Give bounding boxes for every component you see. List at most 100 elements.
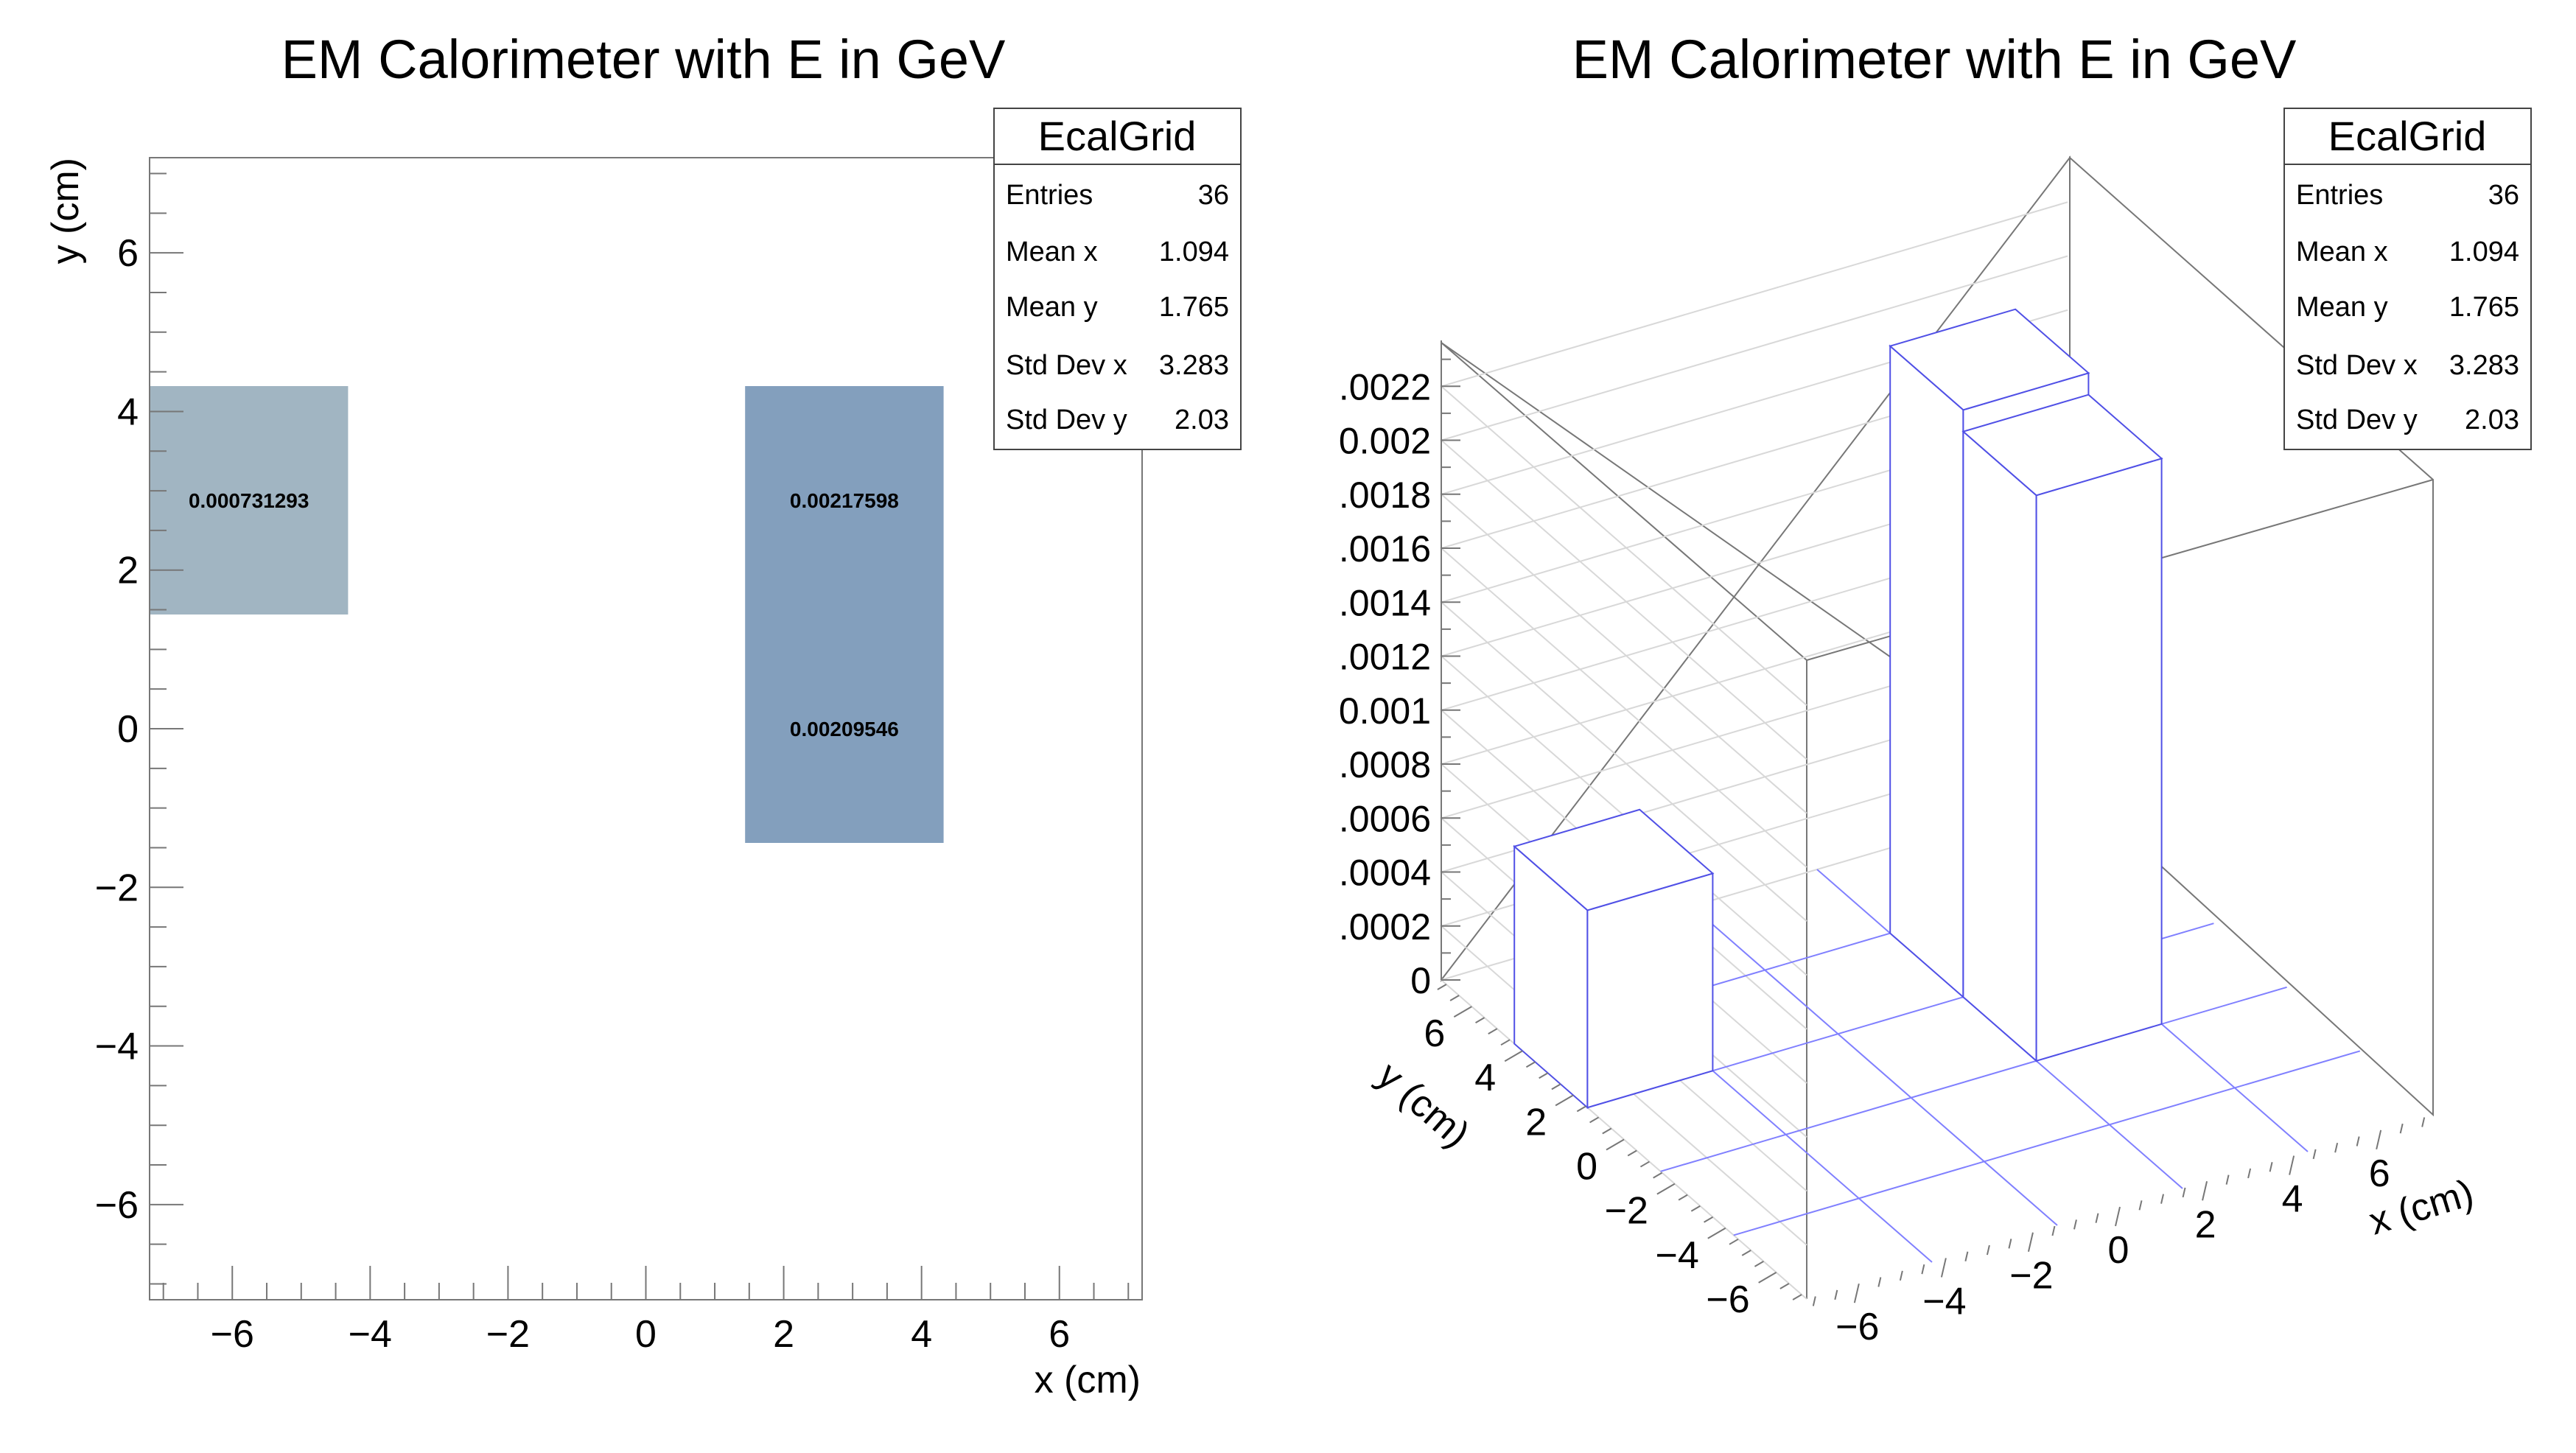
lego-x-tick (1986, 1244, 1990, 1256)
left-y-tick-label: −2 (95, 866, 139, 909)
right-stats-box: EcalGrid Entries 36 Mean x 1.094 Mean y … (2283, 108, 2532, 450)
lego-y-tick (1453, 1006, 1472, 1018)
heatmap-cell-label-2: 0.00209546 (790, 718, 899, 740)
lego-z-tick-label: 0.001 (1339, 690, 1431, 732)
right-stats-label-mean-x: Mean x (2296, 237, 2388, 267)
right-stats-label-mean-y: Mean y (2296, 292, 2388, 323)
right-stats-value-mean-x: 1.094 (2449, 237, 2519, 267)
right-stats-label-std-dev-y: Std Dev y (2296, 405, 2418, 435)
lego-x-tick (1853, 1283, 1860, 1303)
lego-x-tick (1964, 1251, 1969, 1261)
lego-y-tick (1707, 1227, 1726, 1239)
left-y-tick-label: 4 (117, 391, 139, 433)
lego-x-tick-label: 4 (2282, 1178, 2303, 1221)
left-stats-box: EcalGrid Entries 36 Mean x 1.094 Mean y … (993, 108, 1242, 450)
heatmap-cells: 0.000731293 0.00217598 0.00209546 (150, 386, 944, 843)
lego-y-tick (1551, 1083, 1561, 1090)
lego-bar-top (1961, 393, 2163, 497)
left-y-tick-label: 0 (117, 708, 139, 751)
lego-z-tick-label: .0014 (1339, 582, 1431, 623)
left-axis-ticks: −6 −4 −2 0 2 4 6 −6 −4 −2 0 2 4 6 (95, 172, 1130, 1356)
lego-y-tick (1555, 1094, 1574, 1107)
lego-x-tick (2008, 1239, 2012, 1249)
lego-x-tick (1899, 1270, 1903, 1281)
right-stats-value-entries: 36 (2488, 180, 2519, 211)
left-title: EM Calorimeter with E in GeV (281, 29, 1006, 90)
left-stats-label-std-dev-y: Std Dev y (1006, 405, 1127, 435)
left-x-tick-label: 6 (1049, 1313, 1070, 1356)
lego-y-tick (1602, 1127, 1612, 1135)
lego-y-tick-label: 0 (1576, 1146, 1597, 1188)
lego-y-tick (1704, 1216, 1714, 1223)
left-stats-value-std-dev-x: 3.283 (1159, 350, 1229, 381)
lego-floor-gridline (1691, 906, 2058, 1226)
left-x-tick-label: −2 (486, 1313, 530, 1356)
left-x-tick-label: −4 (349, 1313, 392, 1356)
lego-x-tick (2027, 1232, 2034, 1252)
lego-x-tick (1940, 1258, 1947, 1278)
lego-y-tick-label: −2 (1605, 1190, 1648, 1233)
left-y-axis-label: y (cm) (44, 158, 87, 264)
right-stats-title: EcalGrid (2328, 113, 2487, 159)
lego-x-tick-label: −2 (2009, 1255, 2053, 1298)
left-stats-label-mean-x: Mean x (1006, 237, 1098, 267)
lego-bar-top (1889, 308, 2090, 411)
right-stats-value-std-dev-x: 3.283 (2449, 350, 2519, 381)
lego-x-tick (2138, 1200, 2143, 1211)
left-x-tick-label: −6 (211, 1313, 254, 1356)
left-stats-label-std-dev-x: Std Dev x (1006, 350, 1127, 381)
lego-z-tick-label: .0012 (1339, 637, 1431, 678)
lego-bar-front (2035, 457, 2163, 1062)
lego-x-tick (2421, 1117, 2426, 1127)
lego-y-tick (1606, 1138, 1625, 1151)
lego-x-tick (2399, 1123, 2404, 1134)
lego-axis-ticks: −6−4−20246−6−4−20246.00220.002.0018.0016… (1339, 340, 2426, 1348)
lego-y-tick (1678, 1194, 1688, 1201)
lego-y-tick (1639, 1160, 1650, 1168)
lego-y-tick (1437, 984, 1447, 990)
lego-bar-top (1513, 808, 1715, 911)
right-pad: EM Calorimeter with E in GeV −6−4−20246−… (1339, 29, 2532, 1348)
lego-z-tick-label: .0018 (1339, 475, 1431, 516)
left-pad: EM Calorimeter with E in GeV 0.000731293… (44, 29, 1242, 1401)
lego-y-tick (1779, 1283, 1790, 1289)
lego-y-tick (1589, 1116, 1600, 1124)
lego-x-tick (2051, 1225, 2056, 1236)
lego-x-tick-label: −4 (1922, 1280, 1966, 1323)
lego-bar-side (1889, 344, 1964, 999)
left-x-tick-label: 0 (635, 1313, 657, 1356)
lego-x-tick (2247, 1168, 2252, 1179)
lego-x-tick (2115, 1206, 2121, 1227)
lego-y-tick (1500, 1039, 1511, 1046)
lego-y-tick-label: 4 (1474, 1057, 1496, 1099)
lego-y-tick (1475, 1017, 1485, 1023)
lego-bar-side (1962, 430, 2037, 1063)
lego-x-tick (2073, 1219, 2077, 1230)
lego-y-tick (1576, 1105, 1586, 1113)
lego-x-tick (2289, 1155, 2295, 1175)
lego-x-tick (2182, 1187, 2186, 1198)
lego-x-tick (2312, 1149, 2317, 1160)
lego-y-tick (1741, 1249, 1751, 1256)
lego-floor-gridline (1660, 986, 2287, 1172)
lego-z-tick-label: .0022 (1339, 366, 1431, 407)
left-stats-value-mean-x: 1.094 (1159, 237, 1229, 267)
left-x-axis-label: x (cm) (1035, 1359, 1141, 1401)
lego-x-tick-label: 6 (2369, 1152, 2390, 1195)
lego-y-tick (1729, 1238, 1739, 1245)
lego-x-tick (2269, 1162, 2273, 1172)
lego-x-tick-label: −6 (1835, 1306, 1879, 1348)
lego-y-tick (1754, 1261, 1764, 1267)
heatmap-cell-1 (745, 386, 944, 615)
lego-x-tick (2225, 1174, 2230, 1185)
lego-x-tick (2376, 1130, 2382, 1150)
left-stats-value-std-dev-y: 2.03 (1175, 405, 1229, 435)
left-x-tick-label: 4 (911, 1313, 932, 1356)
heatmap-cell-0 (150, 386, 349, 615)
lego-y-tick-label: −6 (1706, 1278, 1749, 1321)
lego-y-tick (1656, 1183, 1676, 1195)
lego-x-tick-label: 2 (2195, 1203, 2216, 1246)
lego-y-tick (1525, 1061, 1536, 1068)
lego-x-tick (1812, 1296, 1816, 1306)
